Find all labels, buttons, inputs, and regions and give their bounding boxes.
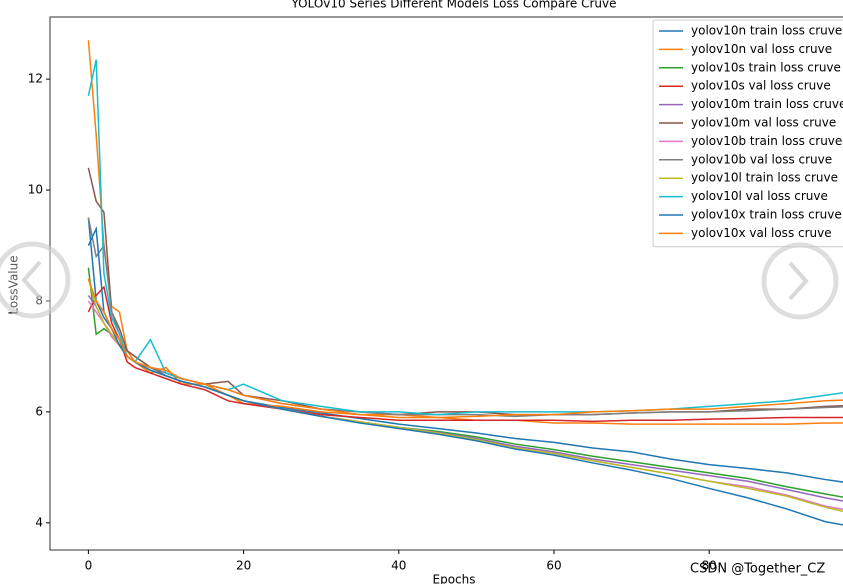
x-tick-label: 20 xyxy=(236,559,251,573)
x-axis-label: Epochs xyxy=(433,573,476,584)
legend-box xyxy=(652,19,843,248)
y-tick-label: 8 xyxy=(35,293,43,307)
legend-label: yolov10n val loss cruve xyxy=(691,42,832,56)
carousel-arrow xyxy=(21,260,42,300)
y-axis-label: LossValue xyxy=(7,255,21,314)
carousel-arrow xyxy=(788,261,809,301)
x-tick-label: 60 xyxy=(546,559,561,573)
legend: yolov10n train loss cruve yolov10n val lo… xyxy=(652,19,843,248)
series-line xyxy=(87,278,843,419)
legend-label: yolov10s train loss cruve xyxy=(691,60,841,74)
y-tick-label: 10 xyxy=(28,183,43,197)
x-tick-label: 0 xyxy=(85,559,93,573)
legend-label: yolov10m val loss cruve xyxy=(691,116,836,130)
legend-label: yolov10x val loss cruve xyxy=(691,226,832,240)
legend-label: yolov10s val loss cruve xyxy=(691,79,831,93)
legend-label: yolov10b train loss cruve xyxy=(691,134,842,148)
y-tick-label: 12 xyxy=(28,72,43,86)
series-line xyxy=(87,285,843,423)
x-tick-label: 80 xyxy=(702,559,717,573)
carousel-ring xyxy=(761,242,839,320)
carousel-ring xyxy=(0,241,71,319)
legend-label: yolov10b val loss cruve xyxy=(691,152,832,166)
legend-label: yolov10l train loss cruve xyxy=(691,171,838,185)
chart-title: YOLOv10 Series Different Models Loss Com… xyxy=(290,0,616,11)
series-line xyxy=(87,294,843,502)
carousel-button[interactable] xyxy=(761,242,839,320)
series-line xyxy=(87,40,843,425)
series-line xyxy=(87,59,843,416)
series-line xyxy=(87,217,843,483)
legend-label: yolov10l val loss cruve xyxy=(691,189,828,203)
watermark: CSDN @Together_CZ xyxy=(690,562,825,577)
legend-label: yolov10m train loss cruve xyxy=(691,97,843,111)
series-line xyxy=(87,300,843,511)
y-tick-label: 4 xyxy=(35,515,43,529)
legend-label: yolov10n train loss cruve xyxy=(691,24,842,38)
legend-label: yolov10x train loss cruve xyxy=(691,208,842,222)
series-line xyxy=(87,226,843,526)
carousel-button[interactable] xyxy=(0,241,71,319)
y-tick-label: 6 xyxy=(35,404,43,418)
plot-frame xyxy=(49,16,843,551)
x-tick-label: 40 xyxy=(391,559,406,573)
